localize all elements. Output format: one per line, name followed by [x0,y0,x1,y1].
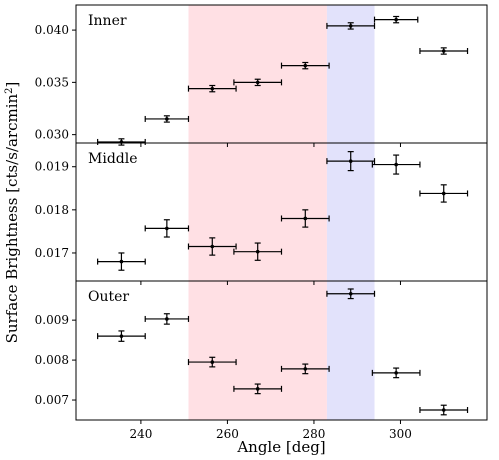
data-marker [165,226,169,231]
data-marker [210,86,215,91]
data-point [326,288,376,300]
data-point [233,78,283,87]
y-tick-label: 0.019 [35,160,69,174]
data-marker [441,408,446,412]
data-marker [119,334,124,338]
data-marker [303,216,308,221]
data-marker [165,317,169,321]
data-marker [441,49,446,53]
data-marker [348,159,353,163]
panel-outer: 0.007 0.008 0.009 240 260 280 300 Outer [35,280,488,441]
data-marker [119,259,124,264]
y-tick-label: 0.030 [35,128,69,142]
y-tick-label: 0.008 [35,353,69,367]
data-marker [255,249,260,254]
y-tick-label: 0.040 [35,23,69,37]
data-point [187,356,237,368]
data-marker [394,162,398,167]
data-point [326,22,376,30]
data-marker [394,17,398,22]
data-marker [303,367,308,371]
data-point [419,404,469,416]
panel-inner: 0.030 0.035 0.040 Inner [35,4,488,147]
data-marker [165,117,169,121]
x-tick-label: 240 [129,427,152,441]
data-marker [348,291,353,296]
data-point [144,219,190,238]
y-tick-label: 0.035 [35,75,69,89]
data-point [144,313,190,325]
x-tick-label: 300 [389,427,412,441]
data-marker [210,360,215,364]
x-tick-label: 260 [216,427,239,441]
data-point [326,151,376,172]
data-marker [303,63,308,68]
data-point [97,138,146,146]
data-point [419,47,469,55]
y-tick-label: 0.017 [35,246,69,260]
panel-title: Outer [88,289,129,305]
y-axis-label: Surface Brightness [cts/s/arcmin2] [3,82,21,344]
data-point [280,61,330,70]
panel-title: Middle [88,151,138,167]
data-marker [348,24,353,28]
x-axis-label: Angle [deg] [236,438,325,456]
y-tick-label: 0.007 [35,393,69,407]
data-marker [255,387,260,391]
y-tick-label: 0.018 [35,203,69,217]
data-marker [394,371,398,375]
shaded-region-2 [326,5,375,420]
x-tick-label: 280 [302,427,325,441]
data-point [371,367,421,379]
data-point [233,383,283,395]
y-tick-label: 0.009 [35,313,69,327]
data-point [280,363,330,375]
data-marker [255,80,260,85]
data-marker [210,244,215,249]
shaded-regions [188,5,375,420]
data-point [371,154,421,175]
data-point [233,242,283,261]
panel-title: Inner [88,13,127,29]
data-point [97,330,146,342]
data-point [419,184,469,203]
data-point [280,209,330,228]
panel-frame [75,280,488,421]
chart-panels: 0.030 0.035 0.040 Inner 0.017 0.018 0.019 Middl… [35,4,488,441]
data-marker [441,191,446,196]
data-point [187,84,237,93]
shaded-region-1 [188,5,327,420]
data-point [97,252,146,271]
data-point [144,115,190,123]
data-point [373,15,419,24]
data-point [187,237,237,256]
